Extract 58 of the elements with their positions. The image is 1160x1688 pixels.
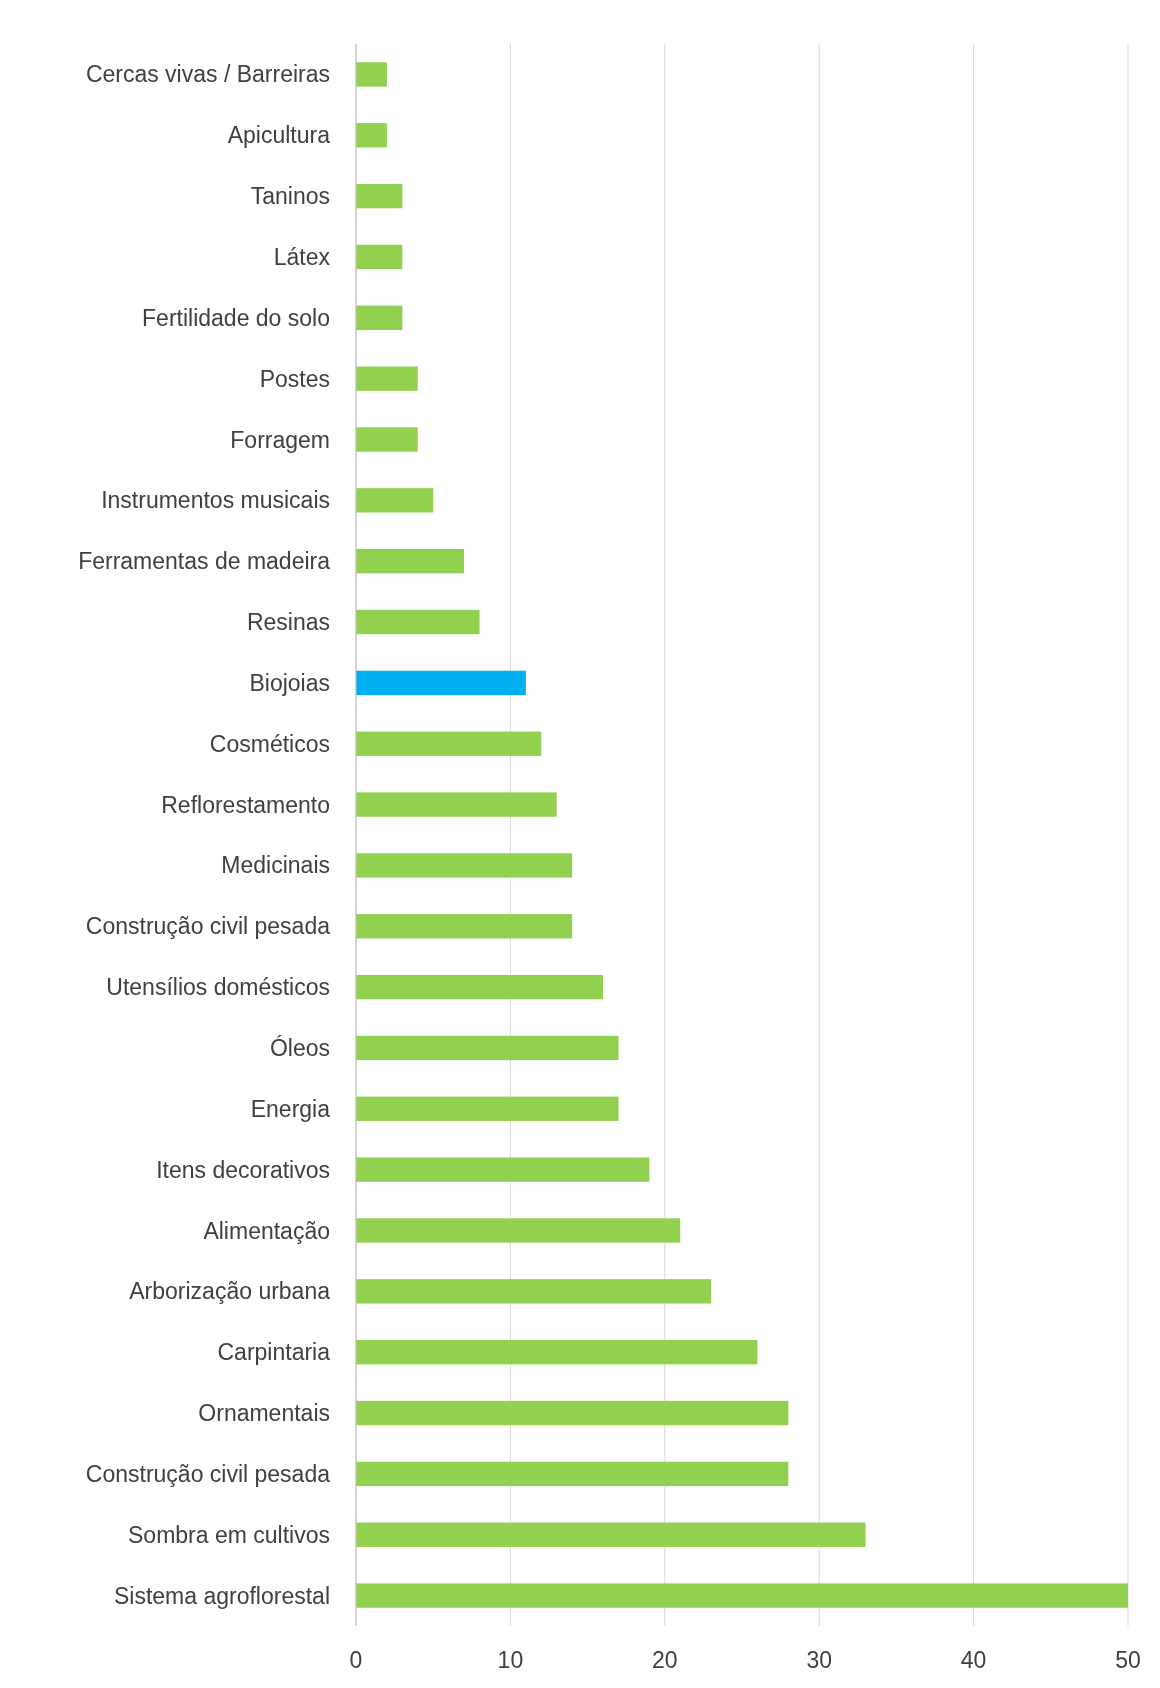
y-tick-label: Sistema agroflorestal: [113, 1582, 330, 1609]
y-tick-label: Arborização urbana: [129, 1278, 331, 1305]
bar: [356, 670, 526, 696]
y-tick-label: Látex: [273, 244, 331, 271]
bar: [356, 974, 604, 1000]
y-tick-label: Carpintaria: [217, 1339, 331, 1366]
bar: [356, 731, 542, 756]
bar: [356, 1522, 866, 1547]
bar: [356, 1218, 681, 1243]
bar: [356, 62, 387, 87]
bar: [356, 853, 573, 878]
bar: [356, 1096, 619, 1121]
y-tick-label: Utensílios domésticos: [106, 974, 330, 1001]
bar: [356, 1400, 789, 1426]
bar: [356, 305, 403, 330]
bar: [356, 914, 573, 939]
y-tick-label: Cosméticos: [209, 730, 330, 757]
y-tick-label: Ferramentas de madeira: [78, 548, 331, 575]
bar: [356, 123, 387, 148]
bar: [356, 1461, 789, 1487]
bar: [356, 1583, 1128, 1608]
bar: [356, 549, 465, 574]
x-tick-label: 30: [806, 1647, 832, 1673]
bar: [356, 609, 480, 635]
y-tick-label: Taninos: [250, 183, 330, 210]
y-tick-label: Construção civil pesada: [85, 1460, 331, 1487]
y-tick-label: Apicultura: [227, 122, 331, 149]
y-tick-label: Energia: [250, 1095, 331, 1122]
y-tick-label: Forragem: [230, 426, 330, 453]
bar: [356, 183, 403, 209]
bar: [356, 488, 434, 513]
y-tick-label: Instrumentos musicais: [101, 487, 330, 514]
y-tick-label: Postes: [259, 365, 330, 392]
x-tick-label: 20: [652, 1647, 678, 1673]
y-tick-label: Itens decorativos: [156, 1156, 330, 1183]
bar: [356, 427, 418, 452]
bar: [356, 1279, 712, 1304]
bar: [356, 366, 418, 391]
bar: [356, 792, 557, 817]
x-tick-label: 10: [497, 1647, 524, 1673]
y-tick-label: Medicinais: [221, 852, 330, 879]
x-tick-label: 50: [1115, 1647, 1141, 1673]
y-tick-label: Biojoias: [249, 669, 330, 696]
y-tick-label: Ornamentais: [198, 1400, 330, 1427]
y-tick-label: Construção civil pesada: [85, 913, 331, 940]
y-tick-label: Alimentação: [203, 1217, 330, 1244]
x-tick-label: 40: [960, 1647, 987, 1673]
y-tick-label: Cercas vivas / Barreiras: [85, 61, 330, 88]
y-tick-label: Reflorestamento: [161, 791, 330, 818]
bar: [356, 1157, 650, 1182]
x-tick-label: 0: [349, 1647, 363, 1673]
bar: [356, 1035, 619, 1061]
bar: [356, 1340, 758, 1365]
y-tick-label: Fertilidade do solo: [142, 304, 330, 331]
bar: [356, 244, 403, 270]
y-tick-label: Sombra em cultivos: [128, 1521, 330, 1548]
y-tick-label: Óleos: [269, 1035, 330, 1062]
y-tick-label: Resinas: [246, 609, 330, 636]
